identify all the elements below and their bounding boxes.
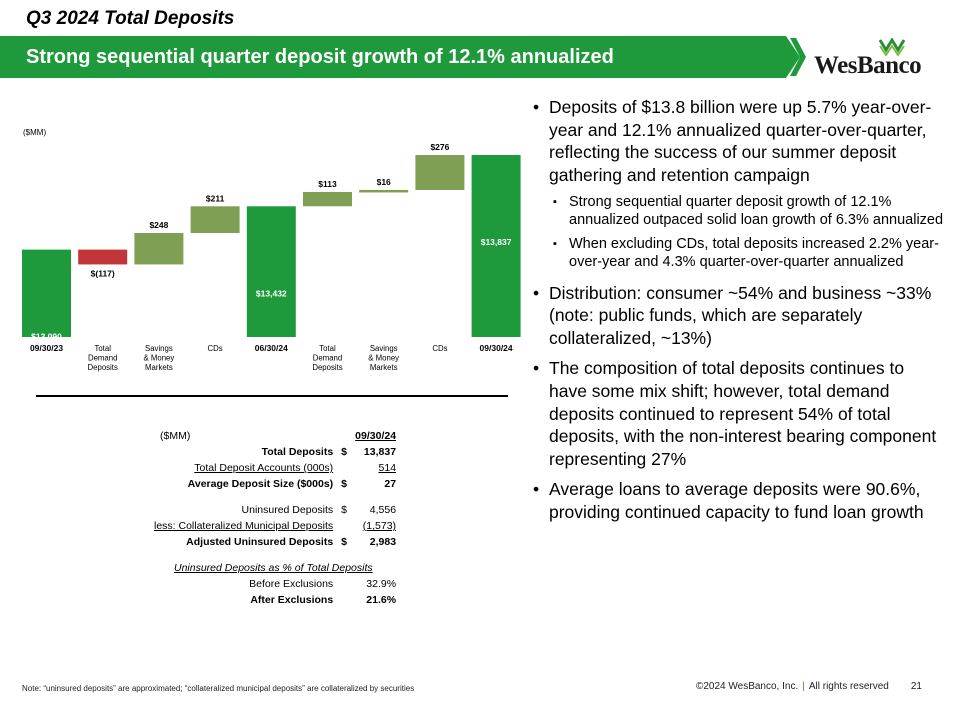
rights-text: All rights reserved [808, 681, 889, 692]
category-label-2: Demand [88, 354, 117, 363]
row-label: Average Deposit Size ($000s) [187, 478, 334, 490]
row-label: After Exclusions [250, 594, 334, 606]
deposit-waterfall-chart: ($MM) $13,090 $(117) $248 $211 $13,432 $113 $1… [22, 128, 521, 372]
banner-shape [0, 36, 806, 78]
row-value: 4,556 [369, 504, 397, 516]
category-label-7: Markets [370, 363, 398, 372]
table-row: less: Collateralized Municipal Deposits … [150, 518, 400, 534]
row-value: (1,573) [362, 520, 397, 532]
page-number: 21 [910, 681, 922, 692]
title-banner: Strong sequential quarter deposit growth… [0, 36, 808, 78]
bar-label-5: $13,432 [256, 288, 287, 298]
row-value: 514 [378, 462, 397, 474]
category-label-2: Total [94, 344, 111, 353]
row-label: Adjusted Uninsured Deposits [186, 536, 334, 548]
table-row: Average Deposit Size ($000s) $ 27 [150, 476, 400, 492]
bullet-loans-to-deposits: Average loans to average deposits were 9… [533, 478, 945, 523]
row-label: Uninsured Deposits as % of Total Deposit… [174, 562, 373, 574]
category-label-3: Markets [145, 363, 173, 372]
bar-7 [359, 189, 409, 193]
logo-mark-icon [878, 38, 906, 56]
row-label: Before Exclusions [249, 578, 334, 590]
bar-label-1: $13,090 [31, 332, 62, 342]
sub-bullet-growth: Strong sequential quarter deposit growth… [533, 194, 945, 230]
bar-8 [415, 155, 465, 190]
footer-separator: | [802, 681, 805, 692]
bar-label-6: $113 [318, 179, 337, 189]
category-label-2: Deposits [88, 363, 118, 372]
section-divider [36, 395, 508, 397]
category-label-8: CDs [432, 344, 447, 353]
category-label-7: & Money [368, 354, 399, 363]
bar-5 [246, 206, 296, 337]
bar-label-4: $211 [206, 193, 225, 203]
page-title: Q3 2024 Total Deposits [26, 8, 235, 29]
bullet-deposits: Deposits of $13.8 billion were up 5.7% y… [533, 96, 945, 186]
table-column-header: 09/30/24 [355, 430, 397, 442]
copyright-text: ©2024 WesBanco, Inc. [695, 681, 799, 692]
row-label: Uninsured Deposits [241, 504, 334, 516]
wesbanco-logo: WesBanco [812, 38, 932, 79]
category-label-1: 09/30/23 [30, 343, 63, 353]
banner-text: Strong sequential quarter deposit growth… [26, 46, 614, 68]
category-label-7: Savings [370, 344, 398, 353]
table-row: Before Exclusions 32.9% [150, 576, 400, 592]
category-label-5: 06/30/24 [255, 343, 288, 353]
category-label-9: 09/30/24 [480, 343, 513, 353]
table-row: After Exclusions 21.6% [150, 592, 400, 608]
category-label-4: CDs [208, 344, 223, 353]
category-label-6: Demand [313, 354, 342, 363]
row-label: Total Deposits [261, 446, 334, 458]
row-value: 32.9% [366, 578, 397, 590]
chart-unit-label: ($MM) [23, 128, 46, 137]
bar-6 [303, 191, 352, 207]
row-value: 27 [384, 478, 397, 490]
table-row: Uninsured Deposits $ 4,556 [150, 502, 400, 518]
bar-label-3: $248 [149, 220, 168, 230]
category-label-3: Savings [145, 344, 173, 353]
deposit-metrics-table: ($MM) 09/30/24 Total Deposits $ 13,837 T… [150, 428, 400, 608]
table-row: Uninsured Deposits as % of Total Deposit… [150, 560, 400, 576]
row-label: Total Deposit Accounts (000s) [194, 462, 334, 474]
category-label-6: Deposits [312, 363, 342, 372]
category-label-3: & Money [144, 354, 175, 363]
sub-bullet-excluding-cds: When excluding CDs, total deposits incre… [533, 236, 945, 272]
table-row: Adjusted Uninsured Deposits $ 2,983 [150, 534, 400, 550]
bullet-distribution: Distribution: consumer ~54% and business… [533, 282, 945, 350]
row-label: less: Collateralized Municipal Deposits [154, 520, 334, 532]
category-label-6: Total [319, 344, 336, 353]
table-unit: ($MM) [160, 430, 191, 442]
bar-3 [134, 233, 184, 265]
bar-label-2: $(117) [91, 268, 115, 278]
bar-label-9: $13,837 [481, 237, 512, 247]
logo-text: WesBanco [814, 52, 922, 79]
bullet-composition: The composition of total deposits contin… [533, 357, 945, 470]
table-row: Total Deposit Accounts (000s) 514 [150, 460, 400, 476]
table-row: Total Deposits $ 13,837 [150, 444, 400, 460]
row-value: 2,983 [369, 536, 397, 548]
footnote: Note: “uninsured deposits” are approxima… [22, 684, 415, 693]
row-value: 21.6% [366, 594, 397, 606]
bar-2 [78, 249, 128, 265]
bar-4 [190, 206, 240, 234]
bar-9 [471, 155, 521, 337]
bar-label-8: $276 [430, 142, 449, 152]
commentary-bullets: Deposits of $13.8 billion were up 5.7% y… [533, 96, 945, 532]
footer-copyright: ©2024 WesBanco, Inc. | All rights reserved… [696, 681, 922, 692]
bar-1 [22, 249, 71, 337]
bar-label-7: $16 [377, 177, 391, 187]
row-value: 13,837 [363, 446, 397, 458]
